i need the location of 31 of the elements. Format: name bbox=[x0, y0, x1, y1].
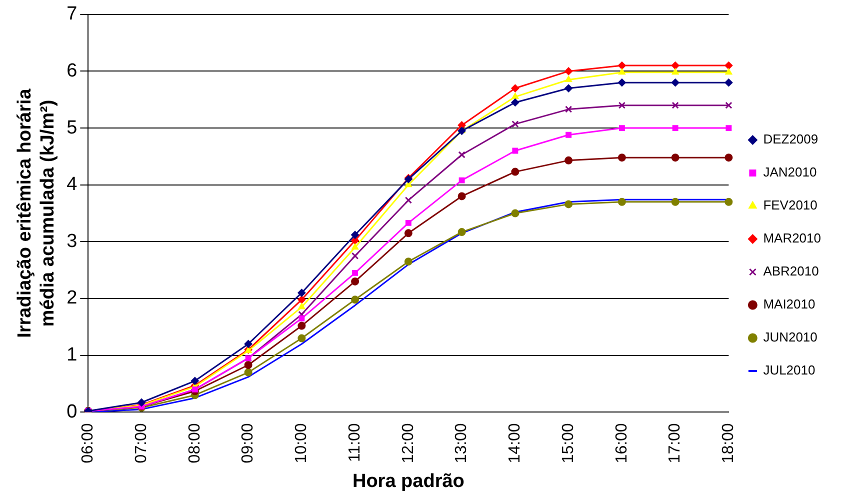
y-tick-label: 5 bbox=[66, 117, 78, 138]
x-tick-label: 08:00 bbox=[186, 423, 204, 464]
legend-label: DEZ2009 bbox=[763, 132, 818, 147]
x-tick-label: 16:00 bbox=[613, 423, 630, 464]
x-tick-label: 09:00 bbox=[240, 423, 257, 464]
y-tick-label: 6 bbox=[66, 60, 78, 82]
x-tick-label: 11:00 bbox=[346, 423, 364, 462]
legend-label: MAI2010 bbox=[763, 296, 816, 312]
legend-label: FEV2010 bbox=[763, 198, 818, 213]
x-tick-label: 14:00 bbox=[506, 423, 524, 464]
legend-label: JAN2010 bbox=[763, 164, 817, 180]
x-tick-label: 12:00 bbox=[400, 423, 417, 464]
legend-label: JUL2010 bbox=[763, 362, 816, 378]
y-tick-label: 4 bbox=[66, 174, 78, 196]
y-tick-label: 7 bbox=[66, 4, 78, 25]
y-tick-label: 3 bbox=[66, 230, 78, 252]
legend-label: MAR2010 bbox=[763, 230, 822, 246]
y-tick-label: 0 bbox=[66, 401, 78, 422]
x-tick-label: 15:00 bbox=[560, 423, 577, 464]
x-tick-label: 07:00 bbox=[132, 423, 150, 464]
y-axis-title: Irradiação eritêmica horária média acumulada (kJ/m²) bbox=[14, 88, 58, 338]
y-tick-label: 2 bbox=[66, 288, 78, 309]
legend-label: ABR2010 bbox=[763, 264, 819, 279]
x-axis-title: Hora padrão bbox=[352, 470, 464, 492]
x-tick-label: 17:00 bbox=[666, 423, 684, 464]
x-tick-label: 13:00 bbox=[453, 423, 470, 464]
x-tick-label: 18:00 bbox=[720, 423, 738, 464]
y-tick-label: 1 bbox=[66, 344, 78, 366]
legend-label: JUN2010 bbox=[763, 330, 818, 345]
x-tick-label: 10:00 bbox=[293, 423, 310, 464]
x-tick-label: 06:00 bbox=[80, 423, 97, 464]
